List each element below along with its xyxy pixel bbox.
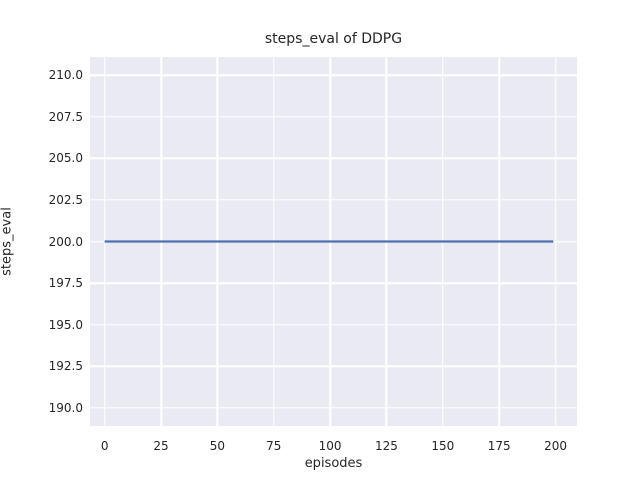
x-tick-label: 25 <box>153 439 169 453</box>
x-tick-label: 75 <box>266 439 282 453</box>
x-tick-label: 200 <box>544 439 568 453</box>
y-tick-label: 192.5 <box>48 359 83 374</box>
x-tick-label: 0 <box>100 439 109 453</box>
y-tick-label: 210.0 <box>48 68 83 83</box>
y-gridline <box>90 323 577 326</box>
y-gridline <box>90 282 577 284</box>
y-tick-label: 207.5 <box>48 109 83 124</box>
y-axis-label: steps_eval <box>0 207 15 276</box>
y-tick-label: 195.0 <box>48 317 83 332</box>
x-axis-label: episodes <box>304 456 363 471</box>
y-tick-label: 202.5 <box>48 192 83 207</box>
y-tick-label: 197.5 <box>48 276 83 291</box>
y-gridline <box>90 74 577 77</box>
x-tick-label: 125 <box>375 439 398 453</box>
y-gridline <box>90 116 577 118</box>
y-tick-label: 200.0 <box>48 234 83 249</box>
x-tick-label: 100 <box>318 439 342 453</box>
plot-area <box>90 57 577 426</box>
y-tick-label: 205.0 <box>48 151 83 166</box>
y-gridline <box>90 157 577 160</box>
line-series <box>104 240 554 243</box>
y-gridline <box>90 365 577 367</box>
x-tick-label: 175 <box>487 439 511 453</box>
y-tick-label: 190.0 <box>48 400 83 415</box>
y-gridline <box>90 406 577 409</box>
chart-title: steps_eval of DDPG <box>264 31 403 47</box>
x-tick-label: 50 <box>209 439 226 453</box>
x-tick-label: 150 <box>431 439 455 453</box>
y-gridline <box>90 199 577 201</box>
